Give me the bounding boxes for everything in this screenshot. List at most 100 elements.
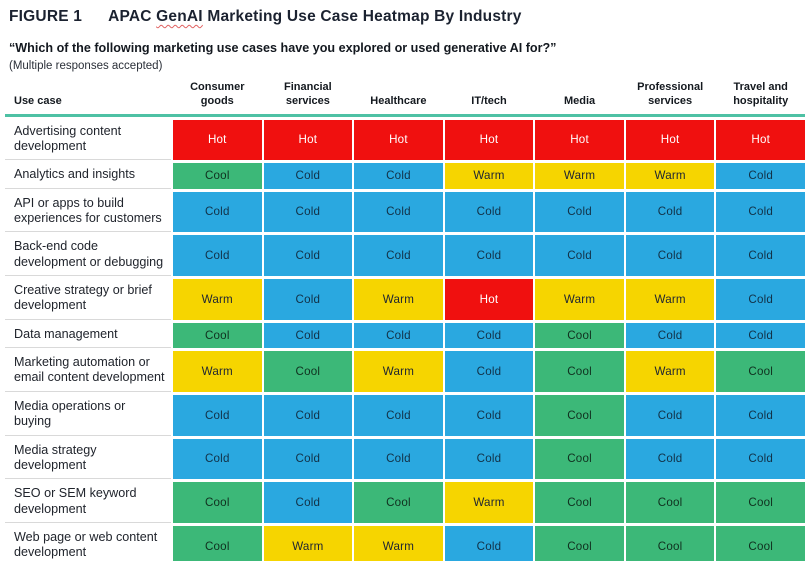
row-label: Creative strategy or brief development bbox=[5, 279, 171, 320]
heatmap-cell: Cold bbox=[444, 235, 534, 277]
heatmap-cell: Hot bbox=[173, 119, 262, 161]
heatmap-cell: Cold bbox=[173, 235, 262, 277]
heatmap-cell: Cool bbox=[625, 482, 715, 523]
heatmap-cell: Warm bbox=[625, 279, 715, 320]
row-label: API or apps to build experiences for cus… bbox=[5, 191, 171, 233]
heatmap-cell: Cool bbox=[716, 482, 805, 523]
heatmap-cell: Hot bbox=[625, 119, 715, 161]
heatmap-cell: Hot bbox=[535, 119, 624, 161]
figure-titlebar: FIGURE 1 APAC GenAI Marketing Use Case H… bbox=[4, 6, 808, 26]
heatmap-cell: Warm bbox=[625, 163, 715, 189]
heatmap-cell: Cold bbox=[173, 438, 262, 480]
heatmap-cell: Warm bbox=[625, 351, 715, 392]
heatmap-cell: Hot bbox=[263, 119, 353, 161]
figure-title-genai-underlined: GenAI bbox=[156, 8, 203, 25]
column-header: Professional services bbox=[637, 81, 704, 107]
heatmap-cell: Cold bbox=[625, 438, 715, 480]
heatmap-cell: Cold bbox=[625, 394, 715, 436]
heatmap-cell: Cool bbox=[535, 394, 624, 436]
heatmap-cell: Warm bbox=[173, 279, 262, 320]
heatmap-cell: Cold bbox=[263, 482, 353, 523]
figure-title: APAC GenAI Marketing Use Case Heatmap By… bbox=[108, 8, 522, 26]
heatmap-cell: Cold bbox=[444, 322, 534, 349]
heatmap-cell: Cold bbox=[263, 438, 353, 480]
heatmap-cell: Cold bbox=[263, 394, 353, 436]
heatmap-cell: Warm bbox=[535, 163, 624, 189]
heatmap-cell: Cool bbox=[535, 438, 624, 480]
survey-question: “Which of the following marketing use ca… bbox=[9, 41, 557, 55]
heatmap-cell: Hot bbox=[716, 119, 805, 161]
heatmap-cell: Cold bbox=[263, 163, 353, 189]
heatmap-cell: Cool bbox=[173, 482, 262, 523]
heatmap-cell: Hot bbox=[354, 119, 443, 161]
heatmap-cell: Cold bbox=[444, 191, 534, 233]
row-label: Advertising content development bbox=[5, 119, 171, 161]
heatmap-cell: Warm bbox=[354, 351, 443, 392]
heatmap-cell: Cold bbox=[354, 438, 443, 480]
row-label: Analytics and insights bbox=[5, 163, 171, 189]
heatmap-cell: Cold bbox=[263, 191, 353, 233]
row-label: Back-end code development or debugging bbox=[5, 235, 171, 277]
heatmap-cell: Cool bbox=[716, 525, 805, 561]
heatmap-cell: Warm bbox=[263, 525, 353, 561]
heatmap-cell: Cold bbox=[716, 438, 805, 480]
heatmap-cell: Cold bbox=[716, 322, 805, 349]
figure-title-suffix: Marketing Use Case Heatmap By Industry bbox=[202, 8, 522, 25]
column-header: Consumer goods bbox=[190, 81, 245, 107]
row-label: Marketing automation or email content de… bbox=[5, 351, 171, 392]
heatmap-cell: Cold bbox=[444, 525, 534, 561]
heatmap-cell: Cool bbox=[173, 525, 262, 561]
heatmap-cell: Warm bbox=[444, 482, 534, 523]
heatmap-cell: Cold bbox=[625, 191, 715, 233]
heatmap-cell: Cool bbox=[263, 351, 353, 392]
heatmap-table: Use case Consumer goods Financial services… bbox=[5, 81, 805, 561]
heatmap-cell: Cold bbox=[444, 351, 534, 392]
heatmap-cell: Cold bbox=[173, 191, 262, 233]
heatmap-cell: Cool bbox=[535, 482, 624, 523]
row-label: SEO or SEM keyword development bbox=[5, 482, 171, 523]
row-label: Media strategy development bbox=[5, 438, 171, 480]
column-header: Media bbox=[563, 94, 596, 107]
figure-label: FIGURE 1 bbox=[9, 8, 83, 25]
heatmap-cell: Cold bbox=[354, 191, 443, 233]
heatmap-cell: Cold bbox=[716, 235, 805, 277]
row-label: Data management bbox=[5, 322, 171, 349]
heatmap-cell: Warm bbox=[354, 279, 443, 320]
heatmap-cell: Cold bbox=[354, 394, 443, 436]
heatmap-cell: Cold bbox=[444, 394, 534, 436]
heatmap-cell: Cold bbox=[716, 394, 805, 436]
heatmap-cell: Cold bbox=[263, 322, 353, 349]
heatmap-cell: Warm bbox=[354, 525, 443, 561]
heatmap-cell: Cold bbox=[625, 235, 715, 277]
heatmap-cell: Warm bbox=[535, 279, 624, 320]
heatmap-cell: Cold bbox=[535, 191, 624, 233]
heatmap-cell: Hot bbox=[444, 119, 534, 161]
heatmap-cell: Warm bbox=[173, 351, 262, 392]
heatmap-cell: Cold bbox=[716, 191, 805, 233]
heatmap-cell: Cool bbox=[716, 351, 805, 392]
column-header: Healthcare bbox=[370, 94, 427, 107]
row-label: Media operations or buying bbox=[5, 394, 171, 436]
heatmap-cell: Cold bbox=[173, 394, 262, 436]
row-label: Web page or web content development bbox=[5, 525, 171, 561]
heatmap-cell: Cool bbox=[535, 525, 624, 561]
heatmap-cell: Cool bbox=[625, 525, 715, 561]
header-rule bbox=[5, 113, 805, 117]
heatmap-cell: Cold bbox=[354, 163, 443, 189]
column-header: Travel and hospitality bbox=[733, 81, 789, 107]
heatmap-cell: Cold bbox=[354, 235, 443, 277]
column-header: IT/tech bbox=[471, 94, 507, 107]
heatmap-cell: Cold bbox=[354, 322, 443, 349]
heatmap-cell: Cold bbox=[263, 279, 353, 320]
heatmap-cell: Cool bbox=[173, 163, 262, 189]
figure-title-prefix: APAC bbox=[108, 8, 157, 25]
heatmap-cell: Cool bbox=[354, 482, 443, 523]
heatmap-cell: Cold bbox=[444, 438, 534, 480]
corner-header: Use case bbox=[14, 94, 62, 107]
column-header: Financial services bbox=[284, 81, 332, 107]
heatmap-cell: Hot bbox=[444, 279, 534, 320]
heatmap-cell: Cold bbox=[535, 235, 624, 277]
responses-note: (Multiple responses accepted) bbox=[9, 60, 163, 72]
heatmap-cell: Cool bbox=[535, 322, 624, 349]
